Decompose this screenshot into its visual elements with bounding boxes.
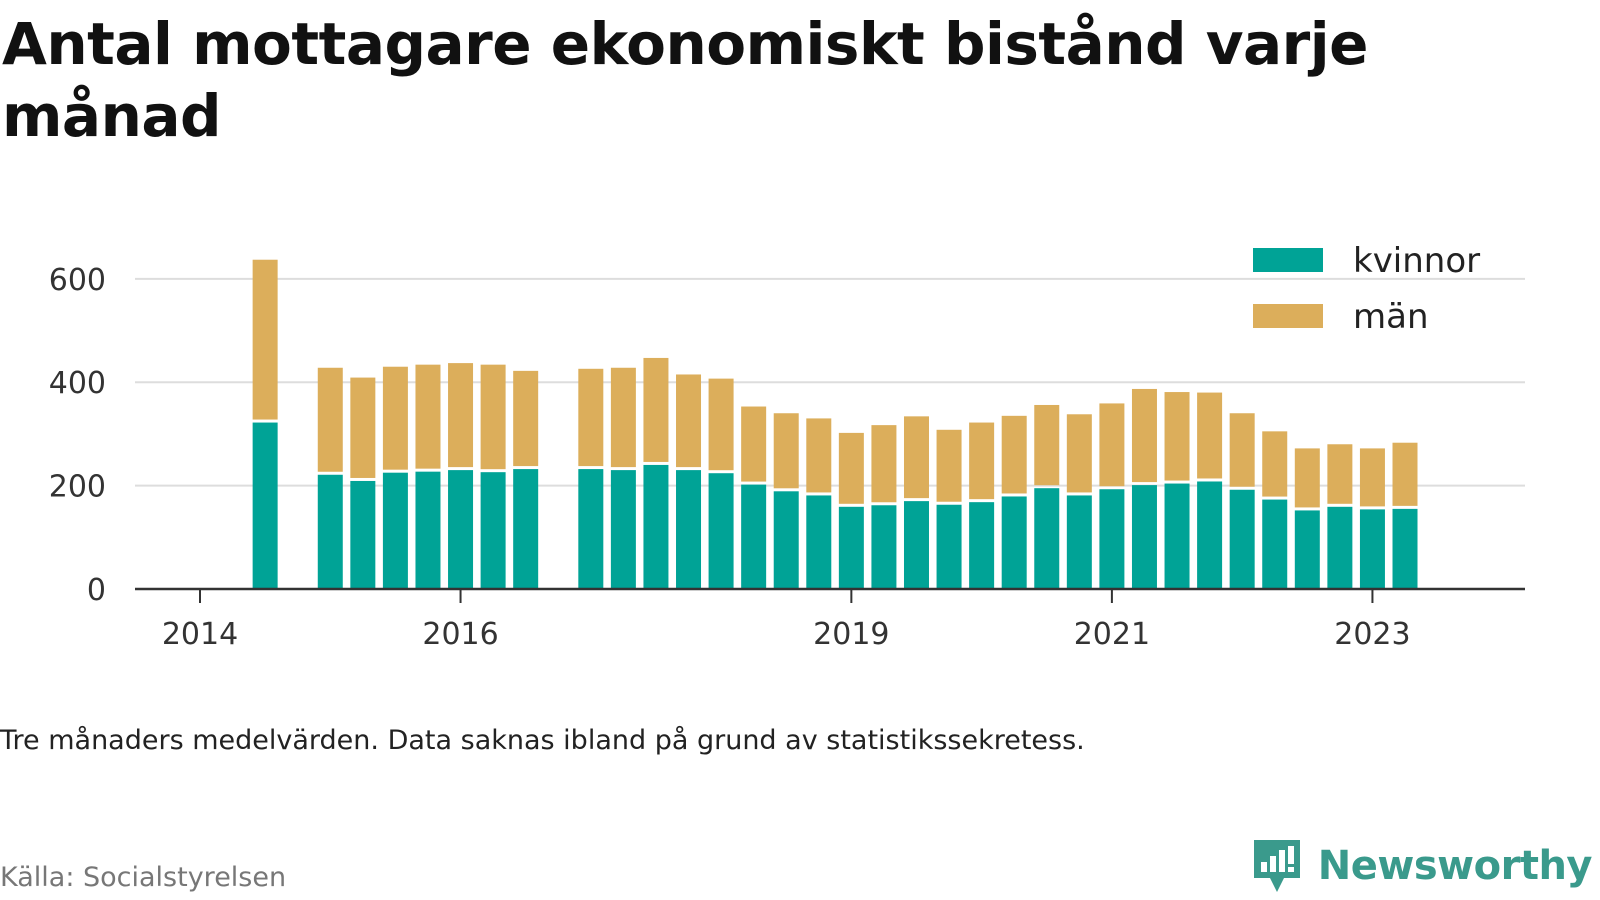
bar-kvinnor — [578, 469, 604, 589]
source-label: Källa: Socialstyrelsen — [0, 862, 287, 893]
bar-kvinnor — [1164, 483, 1190, 589]
bar-man — [806, 418, 832, 493]
bar-man — [871, 425, 897, 503]
x-tick-label: 2019 — [813, 617, 889, 652]
legend-swatch — [1253, 304, 1323, 328]
bar-man — [1001, 415, 1027, 494]
bar-man — [969, 422, 995, 500]
bar-man — [1197, 392, 1223, 479]
bar-kvinnor — [969, 502, 995, 589]
bar-man — [838, 432, 864, 504]
bar-man — [1066, 414, 1092, 493]
bar-kvinnor — [773, 491, 799, 589]
bar-kvinnor — [676, 470, 702, 589]
bar-kvinnor — [1392, 508, 1418, 589]
bar-kvinnor — [1034, 488, 1060, 589]
bar-man — [350, 377, 376, 478]
bar-man — [513, 370, 539, 467]
brand-logo: Newsworthy — [1250, 838, 1593, 894]
bar-kvinnor — [252, 422, 278, 589]
bar-kvinnor — [1131, 485, 1157, 589]
bar-man — [317, 367, 343, 472]
bar-man — [773, 413, 799, 489]
chart-note: Tre månaders medelvärden. Data saknas ib… — [0, 725, 1085, 756]
brand-name: Newsworthy — [1317, 843, 1593, 889]
bar-man — [252, 259, 278, 420]
y-tick-label: 600 — [49, 263, 106, 298]
bar-man — [448, 363, 474, 468]
bar-kvinnor — [643, 464, 669, 589]
stacked-bar-chart: 0 200 400 600 2014 2016 2019 2021 2023 kvinnor mä… — [49, 241, 1525, 652]
bar-kvinnor — [448, 470, 474, 589]
bar-man — [708, 378, 734, 471]
x-tick-label: 2021 — [1074, 617, 1150, 652]
legend-label: kvinnor — [1353, 241, 1480, 281]
bar-man — [382, 366, 408, 470]
bar-kvinnor — [903, 501, 929, 589]
bar-man — [1099, 403, 1125, 487]
bar-man — [1359, 448, 1385, 507]
bar-kvinnor — [1197, 481, 1223, 589]
x-tick-label: 2023 — [1334, 617, 1410, 652]
bar-man — [643, 357, 669, 462]
bar-kvinnor — [838, 506, 864, 589]
bar-man — [1164, 392, 1190, 481]
bar-man — [1229, 413, 1255, 487]
bar-man — [676, 374, 702, 468]
bars — [252, 259, 1418, 589]
bar-kvinnor — [1262, 499, 1288, 589]
bar-kvinnor — [317, 474, 343, 589]
bar-kvinnor — [1066, 495, 1092, 589]
bar-man — [1294, 448, 1320, 508]
bar-man — [1262, 431, 1288, 497]
bar-man — [1034, 404, 1060, 486]
bar-kvinnor — [350, 480, 376, 589]
legend: kvinnor män — [1253, 241, 1480, 337]
legend-label: män — [1353, 297, 1429, 337]
y-tick-label: 0 — [87, 573, 106, 608]
bar-man — [480, 364, 506, 470]
bar-kvinnor — [382, 472, 408, 589]
bar-kvinnor — [871, 505, 897, 589]
bar-kvinnor — [480, 472, 506, 589]
bar-man — [1327, 444, 1353, 504]
bar-kvinnor — [415, 471, 441, 589]
bar-man — [903, 416, 929, 499]
x-tick-label: 2016 — [422, 617, 498, 652]
bar-kvinnor — [1359, 509, 1385, 589]
bar-kvinnor — [806, 495, 832, 589]
newsworthy-logo-icon — [1253, 840, 1300, 892]
bar-man — [578, 368, 604, 467]
bar-man — [1392, 442, 1418, 506]
x-tick-label: 2014 — [162, 617, 238, 652]
axes: 0 200 400 600 2014 2016 2019 2021 2023 — [49, 263, 1525, 652]
bar-kvinnor — [1294, 510, 1320, 589]
bar-man — [741, 406, 767, 482]
bar-kvinnor — [610, 470, 636, 589]
y-tick-label: 400 — [49, 366, 106, 401]
bar-kvinnor — [1099, 489, 1125, 589]
chart-title: Antal mottagare ekonomiskt bistånd varje… — [2, 10, 1369, 150]
bar-kvinnor — [708, 473, 734, 589]
legend-swatch — [1253, 248, 1323, 272]
bar-kvinnor — [741, 484, 767, 589]
bar-man — [936, 429, 962, 502]
bar-kvinnor — [513, 469, 539, 589]
bar-man — [415, 364, 441, 469]
bar-kvinnor — [936, 504, 962, 589]
bar-man — [1131, 388, 1157, 483]
bar-kvinnor — [1327, 506, 1353, 589]
y-tick-label: 200 — [49, 470, 106, 505]
bar-kvinnor — [1001, 496, 1027, 589]
bar-kvinnor — [1229, 489, 1255, 589]
bar-man — [610, 367, 636, 468]
